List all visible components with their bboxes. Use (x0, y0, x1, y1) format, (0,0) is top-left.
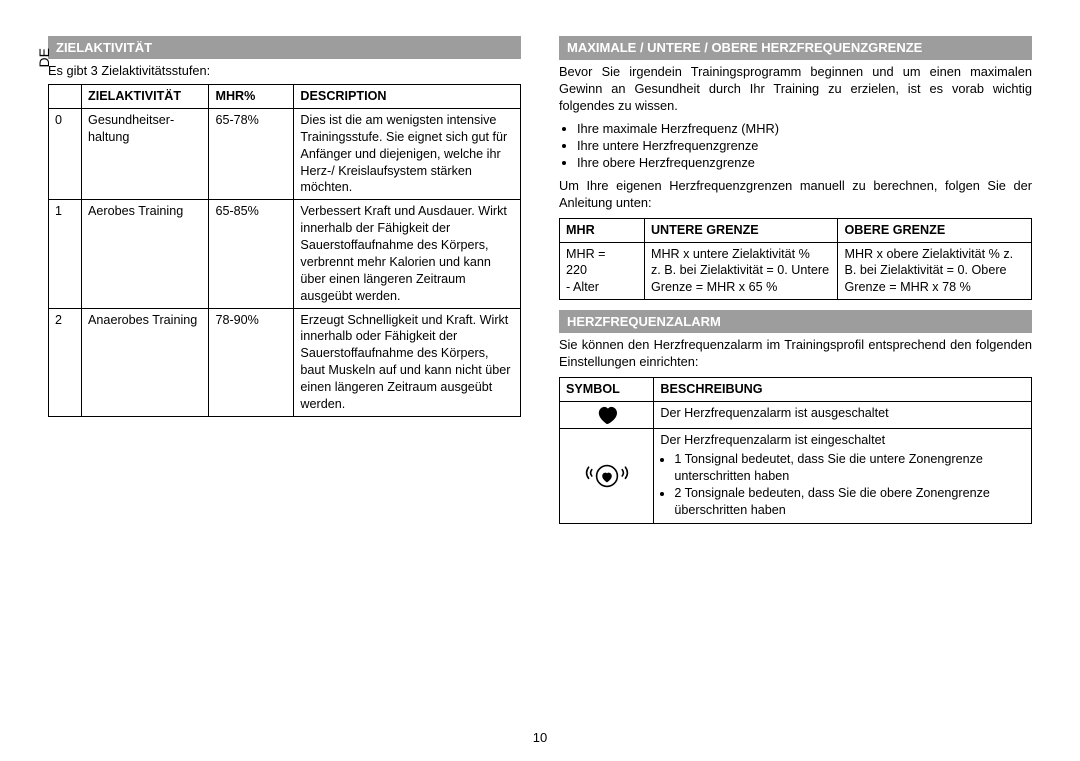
th-symbol: SYMBOL (560, 377, 654, 401)
list-item: 2 Tonsignale bedeuten, dass Sie die ober… (674, 485, 1025, 519)
cell: Der Herzfrequenzalarm ist ausgeschaltet (654, 401, 1032, 428)
cell: Erzeugt Schnelligkeit und Kraft. Wirkt i… (294, 308, 521, 416)
left-column: ZIELAKTIVITÄT Es gibt 3 Zielaktivitätsst… (48, 36, 521, 716)
cell: 65-78% (209, 108, 294, 199)
section-heading-mhr: MAXIMALE / UNTERE / OBERE HERZFREQUENZGR… (559, 36, 1032, 60)
th-mhr: MHR% (209, 85, 294, 109)
table-row: Der Herzfrequenzalarm ist eingeschaltet … (560, 428, 1032, 523)
cell: Dies ist die am wenigsten intensive Trai… (294, 108, 521, 199)
page-number: 10 (0, 730, 1080, 745)
cell: 0 (49, 108, 82, 199)
mhr-limits-table: MHR UNTERE GRENZE OBERE GRENZE MHR = 220… (559, 218, 1032, 301)
list-item: 1 Tonsignal bedeutet, dass Sie die unter… (674, 451, 1025, 485)
cell: MHR x obere Zielaktivität % z. B. bei Zi… (838, 242, 1032, 300)
th-beschreibung: BESCHREIBUNG (654, 377, 1032, 401)
cell: Gesundheitser- haltung (82, 108, 209, 199)
section-heading-alarm: HERZFREQUENZALARM (559, 310, 1032, 333)
th-untere: UNTERE GRENZE (644, 218, 838, 242)
table-row: 0 Gesundheitser- haltung 65-78% Dies ist… (49, 108, 521, 199)
zielaktivitaet-table: ZIELAKTIVITÄT MHR% DESCRIPTION 0 Gesundh… (48, 84, 521, 417)
list-item: Ihre obere Herzfrequenzgrenze (577, 155, 1032, 170)
desc-text: Der Herzfrequenzalarm ist eingeschaltet (660, 433, 885, 447)
cell: 1 (49, 200, 82, 308)
cell: Der Herzfrequenzalarm ist eingeschaltet … (654, 428, 1032, 523)
cell: 78-90% (209, 308, 294, 416)
table-row: 1 Aerobes Training 65-85% Verbessert Kra… (49, 200, 521, 308)
table-row: 2 Anaerobes Training 78-90% Erzeugt Schn… (49, 308, 521, 416)
section-heading-zielaktivitaet: ZIELAKTIVITÄT (48, 36, 521, 59)
intro-text: Es gibt 3 Zielaktivitätsstufen: (48, 63, 521, 78)
th-obere: OBERE GRENZE (838, 218, 1032, 242)
th-mhr: MHR (560, 218, 645, 242)
symbol-cell (560, 401, 654, 428)
paragraph: Sie können den Herzfrequenzalarm im Trai… (559, 337, 1032, 371)
list-item: Ihre maximale Herzfrequenz (MHR) (577, 121, 1032, 136)
right-column: MAXIMALE / UNTERE / OBERE HERZFREQUENZGR… (559, 36, 1032, 716)
cell: Aerobes Training (82, 200, 209, 308)
heart-wave-icon (583, 461, 631, 491)
th-zielaktivitaet: ZIELAKTIVITÄT (82, 85, 209, 109)
cell: MHR x untere Zielaktivität % z. B. bei Z… (644, 242, 838, 300)
paragraph: Um Ihre eigenen Herzfrequenzgrenzen manu… (559, 178, 1032, 212)
paragraph: Bevor Sie irgendein Trainingsprogramm be… (559, 64, 1032, 115)
heart-solid-icon (596, 405, 618, 425)
language-tab: DE (36, 48, 52, 67)
th-description: DESCRIPTION (294, 85, 521, 109)
symbol-cell (560, 428, 654, 523)
th-blank (49, 85, 82, 109)
table-row: MHR = 220 - Alter MHR x untere Zielaktiv… (560, 242, 1032, 300)
cell: Anaerobes Training (82, 308, 209, 416)
alarm-table: SYMBOL BESCHREIBUNG Der Herzfrequenzalar… (559, 377, 1032, 524)
cell: MHR = 220 - Alter (560, 242, 645, 300)
bullet-list: Ihre maximale Herzfrequenz (MHR) Ihre un… (559, 121, 1032, 170)
table-row: Der Herzfrequenzalarm ist ausgeschaltet (560, 401, 1032, 428)
list-item: Ihre untere Herzfrequenzgrenze (577, 138, 1032, 153)
cell: 65-85% (209, 200, 294, 308)
cell: Verbessert Kraft und Ausdauer. Wirkt inn… (294, 200, 521, 308)
cell: 2 (49, 308, 82, 416)
